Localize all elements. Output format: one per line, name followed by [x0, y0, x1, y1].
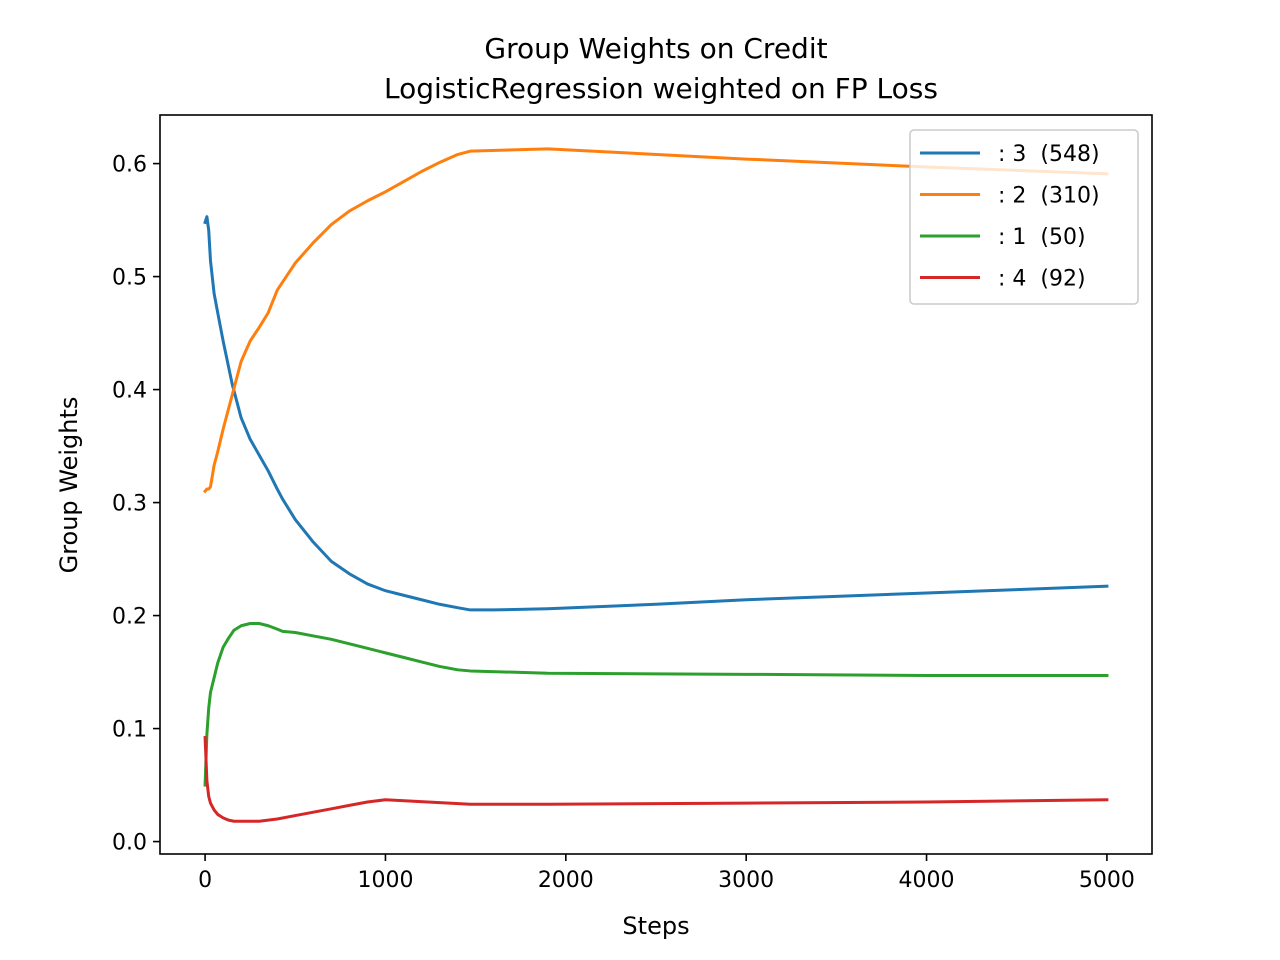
x-tick-label: 2000	[538, 868, 594, 893]
x-axis-label: Steps	[622, 912, 689, 940]
x-axis: 0 1000 2000 3000 4000 5000	[198, 854, 1135, 893]
legend-label-4: : 4 (92)	[998, 267, 1086, 292]
legend: : 3 (548) : 2 (310) : 1 (50) : 4 (92)	[909, 129, 1139, 305]
chart-subtitle: LogisticRegression weighted on FP Loss	[384, 72, 938, 105]
x-tick-label: 1000	[357, 868, 413, 893]
legend-label-3: : 1 (50)	[998, 225, 1086, 250]
x-tick-label: 4000	[899, 868, 955, 893]
series-line-3	[203, 621, 1109, 787]
y-tick-label: 0.2	[112, 605, 147, 630]
y-tick-label: 0.5	[112, 266, 147, 291]
legend-label-2: : 2 (310)	[998, 184, 1100, 209]
legend-label-1: : 3 (548)	[998, 142, 1100, 167]
y-tick-label: 0.0	[112, 831, 147, 856]
chart-title: Group Weights on Credit	[484, 32, 827, 65]
y-axis: 0.0 0.1 0.2 0.3 0.4 0.5 0.6	[112, 153, 160, 856]
legend-box	[909, 129, 1139, 305]
x-tick-label: 5000	[1079, 868, 1135, 893]
y-tick-label: 0.4	[112, 379, 147, 404]
y-axis-label: Group Weights	[55, 397, 83, 574]
legend-items: : 3 (548) : 2 (310) : 1 (50) : 4 (92)	[920, 142, 1100, 292]
series-line-4	[203, 736, 1109, 823]
series-layer	[202, 147, 1109, 823]
series-line-2	[202, 147, 1109, 494]
plot-frame	[159, 114, 1153, 855]
series-line-1	[203, 215, 1109, 612]
y-tick-label: 0.3	[112, 492, 147, 517]
x-tick-label: 0	[198, 868, 212, 893]
y-tick-label: 0.6	[112, 153, 147, 178]
y-tick-label: 0.1	[112, 718, 147, 743]
x-tick-label: 3000	[718, 868, 774, 893]
